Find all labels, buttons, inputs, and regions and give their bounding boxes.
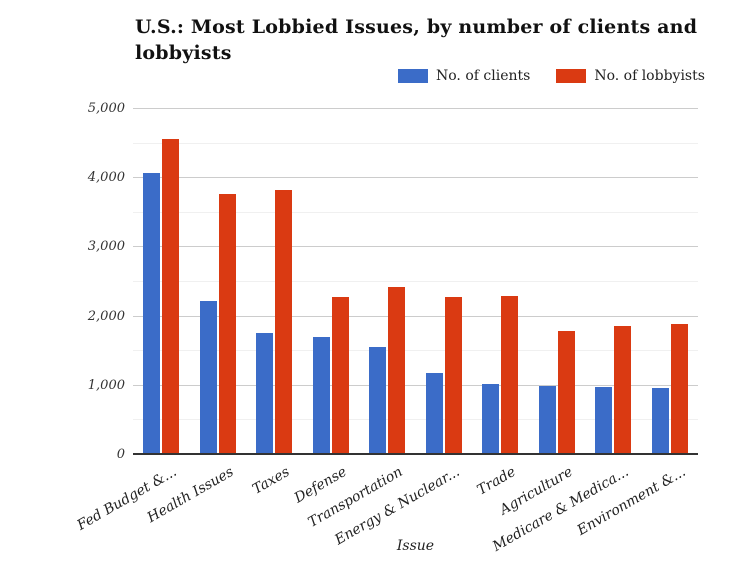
bar-lobbyists-9[interactable] (614, 326, 632, 455)
chart-title-line1: U.S.: Most Lobbied Issues, by number of … (135, 16, 698, 38)
lobbyists-swatch-icon (556, 69, 587, 83)
gridline-minor (133, 419, 698, 421)
bar-clients-7[interactable] (482, 383, 500, 455)
bar-lobbyists-7[interactable] (501, 295, 519, 455)
legend-label-lobbyists: No. of lobbyists (594, 68, 705, 84)
bar-clients-8[interactable] (538, 385, 556, 455)
gridline-minor (133, 211, 698, 213)
legend-item-clients: No. of clients (398, 68, 530, 84)
bar-lobbyists-8[interactable] (557, 331, 575, 455)
gridline-major (133, 384, 698, 386)
bar-lobbyists-4[interactable] (331, 296, 349, 455)
chart-title-line2: lobbyists (135, 42, 232, 64)
bar-lobbyists-10[interactable] (670, 323, 688, 455)
y-tick-label: 3,000 (87, 239, 125, 255)
clients-swatch-icon (398, 69, 428, 83)
legend-label-clients: No. of clients (436, 68, 531, 84)
plot-area (133, 108, 698, 455)
y-tick-label: 0 (116, 447, 125, 462)
bar-clients-6[interactable] (425, 372, 443, 455)
bar-lobbyists-3[interactable] (275, 189, 293, 455)
bar-clients-2[interactable] (199, 300, 217, 455)
gridline-minor (133, 142, 698, 144)
legend-item-lobbyists: No. of lobbyists (556, 68, 705, 84)
gridline-minor (133, 281, 698, 282)
y-tick-label: 2,000 (87, 308, 125, 324)
bar-lobbyists-5[interactable] (388, 286, 406, 455)
legend: No. of clients No. of lobbyists (398, 68, 705, 84)
gridline-major (133, 246, 698, 248)
bar-clients-3[interactable] (256, 333, 274, 455)
bar-clients-10[interactable] (651, 387, 669, 455)
bar-lobbyists-2[interactable] (218, 194, 236, 455)
bar-lobbyists-6[interactable] (444, 297, 462, 455)
bar-clients-4[interactable] (312, 337, 330, 455)
bar-clients-5[interactable] (369, 347, 387, 455)
y-tick-label: 4,000 (87, 170, 125, 186)
bar-clients-1[interactable] (143, 172, 161, 455)
bar-clients-9[interactable] (595, 386, 613, 455)
x-axis-baseline (133, 453, 698, 455)
chart-title: U.S.: Most Lobbied Issues, by number of … (135, 14, 697, 66)
gridline-major (133, 108, 698, 109)
gridline-major (133, 177, 698, 179)
y-tick-label: 5,000 (87, 101, 125, 116)
y-tick-label: 1,000 (87, 377, 125, 393)
gridline-minor (133, 350, 698, 352)
bar-lobbyists-1[interactable] (162, 138, 180, 455)
gridline-major (133, 315, 698, 317)
x-axis-title: Issue (396, 538, 435, 554)
